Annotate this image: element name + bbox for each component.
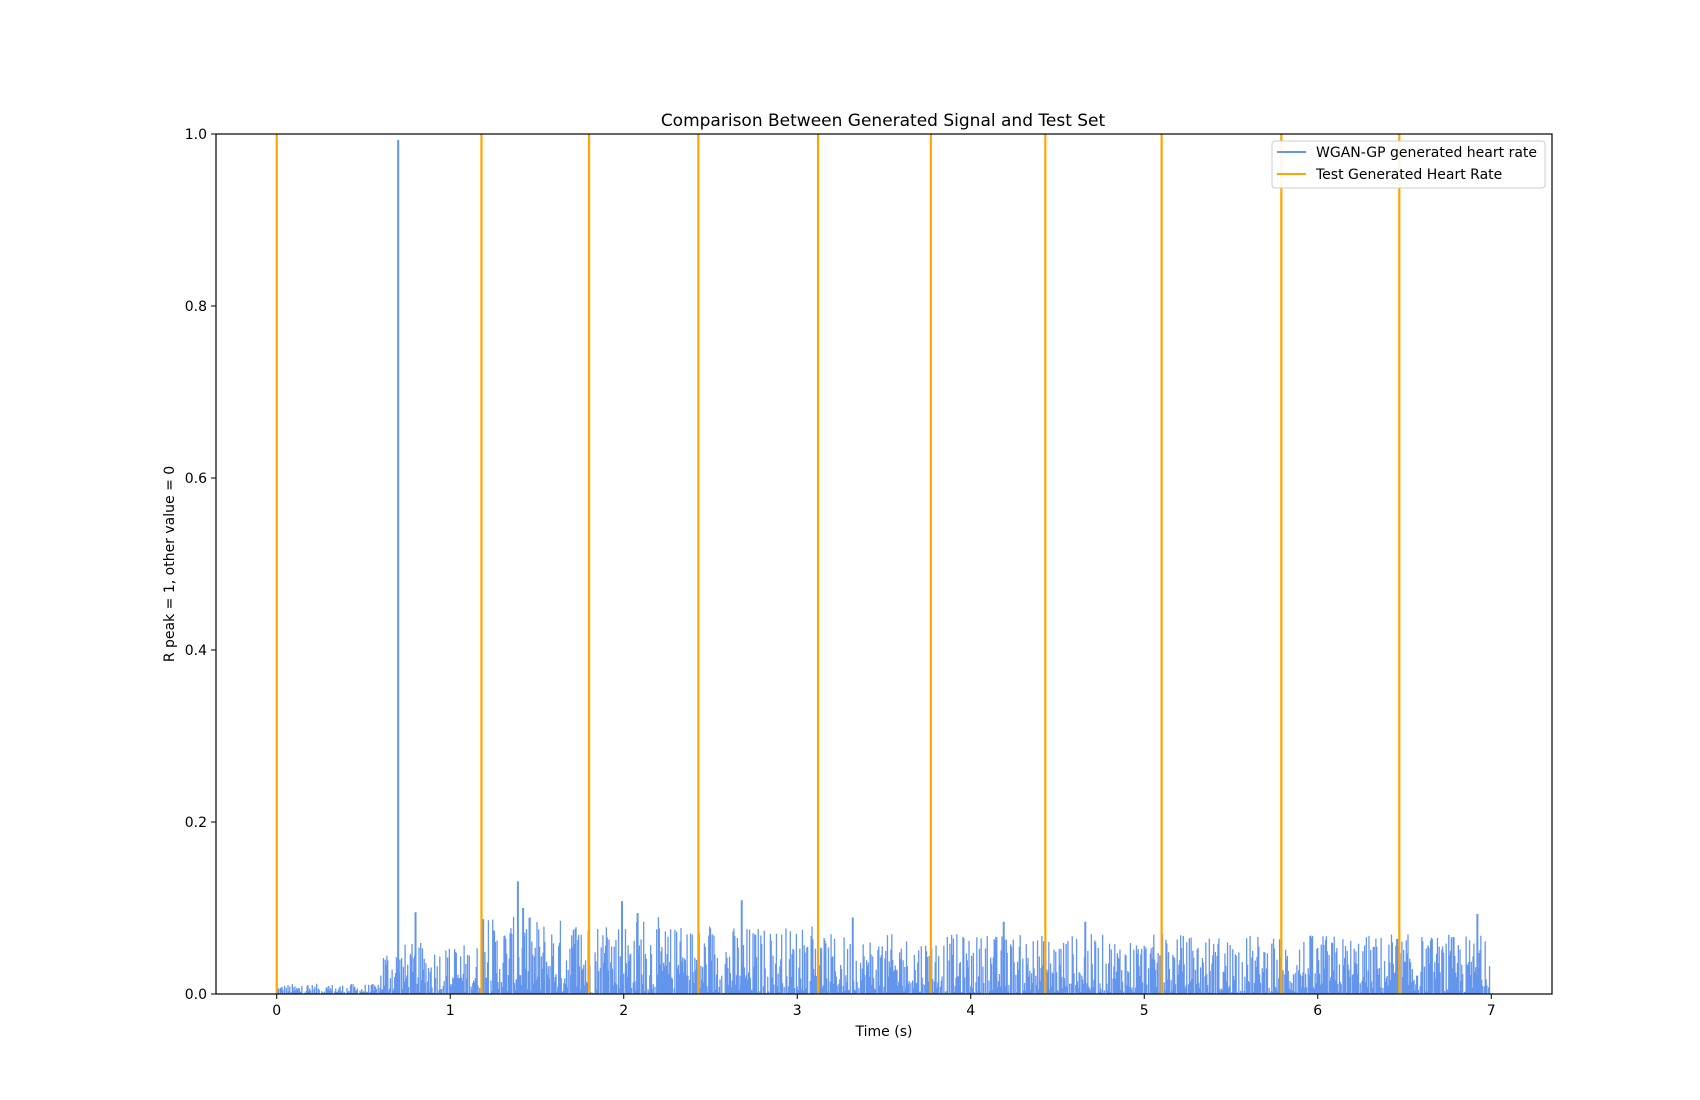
x-tick-label: 5 (1140, 1003, 1149, 1019)
y-tick-label: 1.0 (185, 127, 207, 143)
series-test-generated-heart-rate (275, 134, 1401, 994)
legend-label-test: Test Generated Heart Rate (1315, 167, 1502, 183)
y-tick-label: 0.4 (185, 643, 207, 659)
wgan-signal-trace (276, 916, 1492, 994)
y-tick-label: 0.2 (185, 815, 207, 831)
y-tick-label: 0.6 (185, 471, 207, 487)
x-tick-label: 6 (1313, 1003, 1322, 1019)
x-tick-label: 7 (1487, 1003, 1496, 1019)
y-axis: 0.0 0.2 0.4 0.6 0.8 1.0 (185, 127, 216, 1003)
legend-label-wgan: WGAN-GP generated heart rate (1316, 145, 1537, 161)
chart-title: Comparison Between Generated Signal and … (661, 111, 1106, 131)
y-axis-label: R peak = 1, other value = 0 (162, 466, 178, 662)
y-tick-label: 0.0 (185, 987, 207, 1003)
axes-frame (215, 133, 1553, 995)
x-axis: 0 1 2 3 4 5 6 7 (272, 994, 1496, 1019)
x-tick-label: 2 (619, 1003, 628, 1019)
legend: WGAN-GP generated heart rate Test Genera… (1271, 140, 1546, 189)
y-tick-label: 0.8 (185, 299, 207, 315)
x-axis-label: Time (s) (855, 1024, 913, 1040)
series-wgan-gp-generated-heart-rate (276, 140, 1492, 994)
legend-box (1271, 140, 1546, 189)
x-tick-label: 1 (446, 1003, 455, 1019)
x-tick-label: 4 (966, 1003, 975, 1019)
x-tick-label: 3 (793, 1003, 802, 1019)
plot-area (275, 134, 1492, 994)
x-tick-label: 0 (272, 1003, 281, 1019)
